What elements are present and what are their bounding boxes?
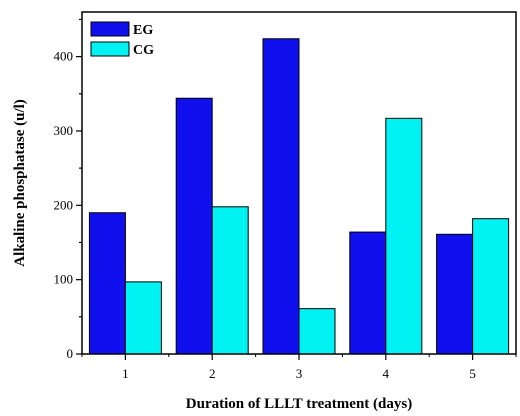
bar-eg-4 (349, 231, 387, 355)
bar-cg-1 (124, 281, 162, 355)
bar-cg-4 (385, 117, 423, 355)
bars-layer (88, 38, 510, 355)
bar-eg-1 (88, 212, 126, 355)
y-tick-label: 100 (54, 272, 74, 287)
y-tick-label: 0 (67, 346, 74, 361)
bar-eg-2 (175, 97, 213, 355)
legend: EG CG (90, 21, 154, 58)
y-tick-label: 400 (54, 49, 74, 64)
x-tick-label: 2 (209, 366, 216, 381)
y-tick-label: 300 (54, 123, 74, 138)
bar-eg-5 (436, 233, 474, 355)
legend-label-eg: EG (133, 23, 153, 38)
x-tick-label: 1 (122, 366, 129, 381)
bar-cg-5 (472, 218, 510, 355)
bar-eg-3 (262, 38, 300, 355)
legend-label-cg: CG (133, 43, 154, 58)
y-axis-title: Alkaline phosphatase (u/l) (12, 99, 28, 267)
legend-swatch-eg (90, 21, 130, 37)
bar-cg-3 (298, 308, 336, 355)
legend-swatch-cg (90, 41, 130, 57)
x-axis-ticks: 1 2 3 4 5 (81, 354, 517, 381)
y-axis-ticks: 0 100 200 300 400 (54, 18, 82, 361)
bar-cg-2 (211, 206, 249, 355)
x-tick-label: 4 (383, 366, 390, 381)
x-axis-title: Duration of LLLT treatment (days) (186, 396, 412, 412)
x-tick-label: 3 (296, 366, 303, 381)
x-tick-label: 5 (469, 366, 476, 381)
y-tick-label: 200 (54, 197, 74, 212)
